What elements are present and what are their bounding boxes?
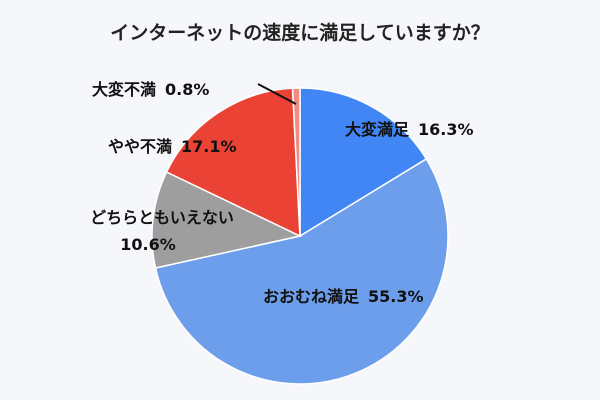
pie-slice-2 [154,157,449,385]
slice-label: 大変不満 [92,80,156,99]
slice-label: 大変満足 [345,120,410,139]
pie-slice-1 [299,87,428,238]
pie-slices [151,87,449,385]
slice-value: 17.1% [181,137,237,156]
slice-value: 55.3% [368,287,424,306]
pie-label-4: やや不満 17.1% [108,137,237,156]
slice-label: どちらともいえない [90,208,234,227]
slice-value: 10.6% [120,235,176,254]
slice-label: やや不満 [108,137,172,156]
slice-value: 16.3% [418,120,474,139]
pie-label-3: 10.6% [120,235,176,254]
slice-label: おおむね満足 [263,287,360,306]
pie-label-1: 大変満足 16.3% [345,120,474,139]
leader-line [257,83,297,105]
pie-label-5: 大変不満 0.8% [92,80,209,99]
pie-label-2: おおむね満足 55.3% [263,287,424,306]
pie-slice-3 [151,170,303,269]
slice-value: 0.8% [165,80,209,99]
pie-slice-4 [165,87,301,238]
chart-title: インターネットの速度に満足していますか？ [110,21,489,44]
pie-labels: 大変満足 16.3% おおむね満足 55.3% どちらともいえない 10.6% やや不満 17… [90,80,473,306]
pie-label-3: どちらともいえない [90,208,234,227]
pie-slice-5 [291,87,301,237]
